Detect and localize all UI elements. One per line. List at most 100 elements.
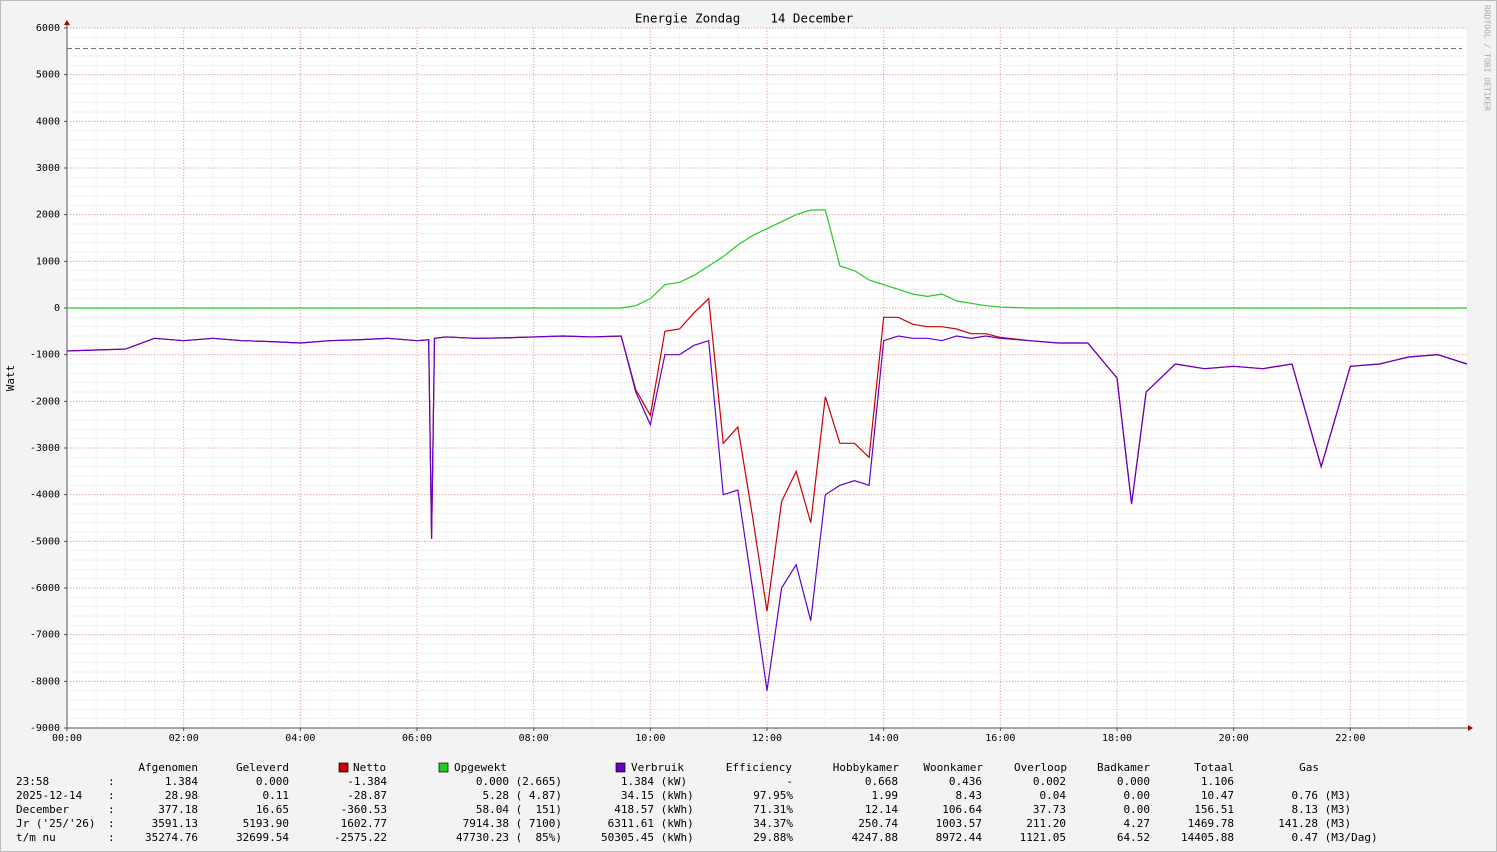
table-cell: 0.000 <box>256 775 289 788</box>
table-cell: 1003.57 <box>936 817 982 830</box>
table-cell: 0.76 (M3) <box>1292 789 1352 802</box>
table-cell: 4247.88 <box>852 831 898 844</box>
y-tick-label: -3000 <box>30 443 60 454</box>
table-cell: 0.668 <box>865 775 898 788</box>
table-cell: 211.20 <box>1026 817 1066 830</box>
table-cell: 141.28 (M3) <box>1278 817 1351 830</box>
table-cell: 418.57 (kWh) <box>614 803 693 816</box>
table-cell: 156.51 <box>1194 803 1234 816</box>
table-cell: 0.436 <box>949 775 982 788</box>
table-cell: -360.53 <box>341 803 387 816</box>
table-cell: 0.000 <box>1117 775 1150 788</box>
table-cell: 0.000 (2.665) <box>476 775 562 788</box>
legend-label: Verbruik <box>631 761 684 774</box>
table-cell: 12.14 <box>865 803 898 816</box>
y-tick-label: 3000 <box>36 163 60 174</box>
x-tick-label: 04:00 <box>285 733 315 744</box>
table-cell: 97.95% <box>753 789 793 802</box>
table-cell: 377.18 <box>158 803 198 816</box>
y-tick-label: 4000 <box>36 116 60 127</box>
table-cell: 0.11 <box>263 789 290 802</box>
x-tick-label: 22:00 <box>1335 733 1365 744</box>
table-cell: 35274.76 <box>145 831 198 844</box>
table-cell: 6311.61 (kWh) <box>608 817 694 830</box>
y-tick-label: 6000 <box>36 23 60 34</box>
y-tick-label: -4000 <box>30 490 60 501</box>
table-header: Totaal <box>1194 761 1234 774</box>
x-tick-label: 12:00 <box>752 733 782 744</box>
table-header: Woonkamer <box>923 761 983 774</box>
table-cell: 7914.38 ( 7100) <box>463 817 562 830</box>
table-cell: 1469.78 <box>1188 817 1234 830</box>
table-cell: 0.00 <box>1124 789 1151 802</box>
table-header: Overloop <box>1014 761 1067 774</box>
table-cell: 0.00 <box>1124 803 1151 816</box>
table-cell: 14405.88 <box>1181 831 1234 844</box>
series-line <box>67 209 1467 309</box>
table-cell: 34.37% <box>753 817 793 830</box>
y-tick-label: 0 <box>54 303 60 314</box>
table-cell: 1602.77 <box>341 817 387 830</box>
y-tick-label: -6000 <box>30 583 60 594</box>
grid <box>64 20 1473 731</box>
table-cell: 0.002 <box>1033 775 1066 788</box>
y-tick-label: -8000 <box>30 676 60 687</box>
table-cell: -2575.22 <box>334 831 387 844</box>
table-cell: - <box>786 775 793 788</box>
x-tick-label: 20:00 <box>1219 733 1249 744</box>
x-tick-label: 02:00 <box>169 733 199 744</box>
table-cell: 29.88% <box>753 831 793 844</box>
table-cell: 64.52 <box>1117 831 1150 844</box>
table-cell: 32699.54 <box>236 831 289 844</box>
table-cell: 1.106 <box>1201 775 1234 788</box>
table-cell: -28.87 <box>347 789 387 802</box>
table-cell: 5.28 ( 4.87) <box>483 789 562 802</box>
y-axis-arrow <box>64 20 70 25</box>
table-cell: 106.64 <box>942 803 982 816</box>
table-cell: 8.13 (M3) <box>1292 803 1352 816</box>
table-cell: 10.47 <box>1201 789 1234 802</box>
x-tick-label: 06:00 <box>402 733 432 744</box>
x-tick-label: 10:00 <box>635 733 665 744</box>
table-cell: 1.384 <box>165 775 198 788</box>
table-cell: 0.47 (M3/Dag) <box>1292 831 1378 844</box>
table-header: Geleverd <box>236 761 289 774</box>
table-cell: 1.99 <box>872 789 899 802</box>
legend-swatch <box>615 762 626 773</box>
table-header: Hobbykamer <box>833 761 900 774</box>
table-cell: Jr ('25/'26) <box>16 817 95 830</box>
table-cell: : <box>108 789 115 802</box>
y-tick-label: -7000 <box>30 630 60 641</box>
watermark: RRDTOOL / TOBI OETIKER <box>1483 5 1492 111</box>
legend-swatch <box>338 762 349 773</box>
y-tick-label: 2000 <box>36 210 60 221</box>
y-tick-label: -5000 <box>30 536 60 547</box>
x-tick-label: 00:00 <box>52 733 82 744</box>
table-cell: 28.98 <box>165 789 198 802</box>
series-line <box>66 335 1468 691</box>
table-cell: 47730.23 ( 85%) <box>456 831 562 844</box>
table-cell: 37.73 <box>1033 803 1066 816</box>
table-cell: 16.65 <box>256 803 289 816</box>
table-cell: 3591.13 <box>152 817 198 830</box>
legend-label: Netto <box>353 761 386 774</box>
table-cell: : <box>108 817 115 830</box>
y-tick-label: -1000 <box>30 350 60 361</box>
table-header: Afgenomen <box>138 761 198 774</box>
x-axis-arrow <box>1468 725 1473 731</box>
y-tick-label: 5000 <box>36 70 60 81</box>
table-cell: 50305.45 (kWh) <box>601 831 694 844</box>
chart-title: Energie Zondag 14 December <box>635 11 854 26</box>
table-cell: : <box>108 831 115 844</box>
y-tick-label: -2000 <box>30 396 60 407</box>
x-tick-label: 16:00 <box>985 733 1015 744</box>
table-cell: 1.384 (kW) <box>621 775 687 788</box>
table-cell: 5193.90 <box>243 817 289 830</box>
plot <box>66 48 1468 691</box>
legend-swatch <box>438 762 449 773</box>
table-header: Badkamer <box>1097 761 1150 774</box>
x-tick-label: 08:00 <box>519 733 549 744</box>
y-tick-label: 1000 <box>36 256 60 267</box>
legend-label: Opgewekt <box>454 761 507 774</box>
